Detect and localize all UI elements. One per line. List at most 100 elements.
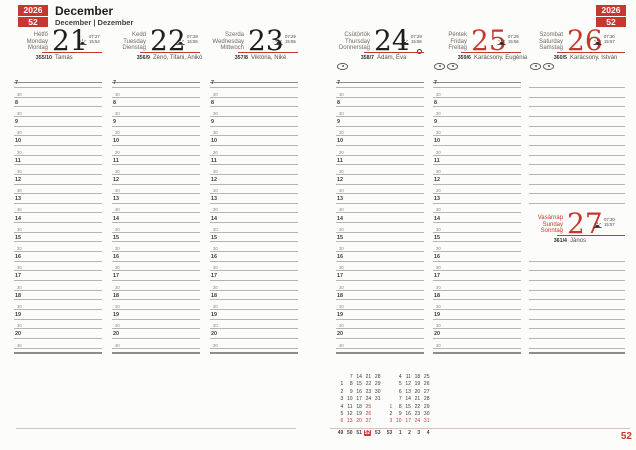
day-of-year-row: 357/8 Viktória, Niké bbox=[210, 55, 298, 61]
hour-label: 18 bbox=[15, 292, 21, 299]
day-name-label: Csütörtök bbox=[344, 32, 370, 38]
namedays: Tamás bbox=[55, 54, 73, 61]
schedule-line bbox=[112, 96, 200, 98]
schedule-line bbox=[14, 251, 102, 253]
hour-label: 20 bbox=[337, 331, 343, 338]
day-header: Hétfő Monday Montag 21 07:27 15:54 355/10 Tamás bbox=[14, 27, 102, 74]
mini-calendar-row: 7 14 21 28 bbox=[383, 396, 430, 403]
schedule-line bbox=[336, 202, 424, 204]
schedule-line bbox=[210, 231, 298, 233]
week-number-label: 52 bbox=[28, 17, 38, 27]
schedule-line bbox=[433, 81, 521, 84]
hour-label: 13 bbox=[337, 196, 343, 203]
day-header: Csütörtök Thursday Donnerstag 24 07:29 15:56 3… bbox=[336, 27, 424, 74]
mini-calendar-row: 3 10 17 24 31 bbox=[383, 418, 430, 425]
schedule-line bbox=[210, 280, 298, 281]
half-hour-label: 30 bbox=[115, 265, 120, 271]
schedule-line bbox=[433, 164, 521, 166]
schedule-line bbox=[433, 289, 521, 291]
schedule-line bbox=[529, 202, 625, 204]
schedule-line bbox=[14, 125, 102, 127]
half-hour-label: 30 bbox=[339, 168, 344, 174]
mini-calendar-day: 19 bbox=[414, 381, 421, 388]
hour-label: 17 bbox=[211, 273, 217, 280]
hour-label: 7 bbox=[15, 80, 18, 87]
day-name-label: Dienstag bbox=[122, 45, 146, 52]
mini-calendar-day: 15 bbox=[405, 403, 411, 410]
schedule-line bbox=[14, 280, 102, 281]
hour-label: 15 bbox=[337, 234, 343, 241]
day-number: 25 bbox=[471, 24, 507, 57]
schedule-line bbox=[112, 164, 200, 166]
mini-calendar-day: 16 bbox=[405, 410, 411, 417]
mini-calendar-day: 16 bbox=[356, 388, 362, 395]
mini-calendar-day: 18 bbox=[356, 403, 362, 410]
day-of-year: 357/8 bbox=[234, 54, 248, 61]
half-hour-label: 30 bbox=[339, 226, 344, 232]
hour-label: 19 bbox=[434, 312, 440, 318]
day-name-stack: Szerda Wednesday Mittwoch bbox=[210, 32, 244, 52]
schedule-line bbox=[210, 164, 298, 166]
holiday-badges bbox=[530, 63, 554, 70]
half-hour-label: 30 bbox=[115, 168, 120, 174]
namedays: János bbox=[570, 237, 587, 244]
day-header-rule bbox=[557, 235, 625, 237]
mini-calendar-day: 11 bbox=[405, 374, 411, 380]
schedule-line bbox=[336, 144, 424, 146]
schedule-line bbox=[336, 352, 424, 354]
schedule-line bbox=[112, 318, 200, 320]
schedule-line bbox=[529, 352, 625, 354]
hour-label: 14 bbox=[337, 215, 343, 222]
schedule-line bbox=[336, 251, 424, 253]
sunrise-time: 07:29 bbox=[411, 34, 422, 39]
schedule-line bbox=[433, 202, 521, 204]
schedule-line bbox=[529, 299, 625, 301]
schedule-line bbox=[112, 352, 200, 354]
day-of-year-row: 360/5 Karácsony, István bbox=[529, 55, 625, 61]
mini-calendar-day bbox=[371, 411, 380, 418]
day-name-label: Sonntag bbox=[540, 228, 563, 235]
schedule-line bbox=[433, 222, 521, 224]
schedule-line bbox=[529, 144, 625, 146]
day-header: Vasárnap Sunday Sonntag 27 07:30 15:57 361/4 Já… bbox=[529, 210, 625, 257]
schedule-line bbox=[210, 183, 298, 185]
schedule-line bbox=[433, 251, 521, 253]
mini-calendar-day: 27 bbox=[365, 418, 372, 425]
mini-calendar-day: 9 bbox=[398, 410, 402, 417]
schedule-line bbox=[336, 289, 424, 291]
holiday-oval-dot bbox=[451, 65, 454, 68]
schedule-line bbox=[112, 87, 200, 88]
mini-calendar-row: 2 9 16 23 30 bbox=[383, 410, 430, 418]
hour-label: 18 bbox=[337, 292, 343, 299]
schedule-line bbox=[529, 87, 625, 88]
schedule-line bbox=[112, 193, 200, 195]
sun-times: 07:29 15:55 bbox=[285, 34, 296, 52]
half-hour-label: 30 bbox=[115, 303, 120, 309]
sunrise-sunset-icon bbox=[176, 34, 185, 52]
mini-calendar-row: 1 8 15 22 29 bbox=[383, 403, 430, 411]
mini-calendar-day: 22 bbox=[414, 403, 421, 410]
day-header-rule bbox=[238, 52, 298, 54]
sun-times: 07:28 15:55 bbox=[187, 34, 198, 52]
hour-label: 10 bbox=[15, 138, 21, 145]
schedule-line bbox=[529, 193, 625, 195]
schedule-line bbox=[336, 231, 424, 233]
mini-calendar-day: 29 bbox=[374, 381, 381, 388]
schedule-line bbox=[210, 328, 298, 330]
mini-calendar-day: 21 bbox=[365, 374, 372, 380]
mini-calendar-day: 5 bbox=[398, 381, 402, 388]
hour-label: 11 bbox=[337, 157, 343, 164]
schedule-line bbox=[529, 289, 625, 291]
schedule-line bbox=[210, 96, 298, 98]
sun-times: 07:27 15:54 bbox=[89, 34, 100, 52]
schedule-line bbox=[336, 183, 424, 185]
hour-label: 20 bbox=[113, 331, 119, 338]
mini-calendar-day: 28 bbox=[423, 396, 430, 403]
schedule-line bbox=[529, 106, 625, 108]
namedays: Karácsony, István bbox=[570, 54, 618, 61]
schedule-line bbox=[14, 308, 102, 310]
day-name-label: Sunday bbox=[542, 221, 563, 228]
schedule-line bbox=[210, 154, 298, 156]
hour-label: 18 bbox=[211, 292, 217, 299]
half-hour-label: 30 bbox=[339, 323, 344, 329]
